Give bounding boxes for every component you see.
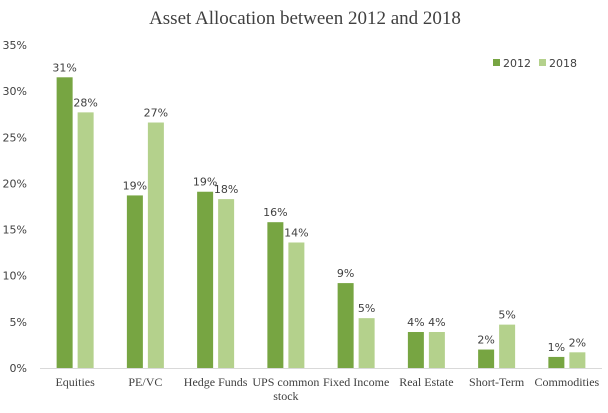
category-label: PE/VC bbox=[128, 375, 162, 389]
category-label: Equities bbox=[55, 375, 95, 389]
data-label-2012: 16% bbox=[263, 206, 287, 219]
legend: 2012 2018 bbox=[493, 57, 577, 70]
y-tick-label: 20% bbox=[3, 177, 27, 190]
y-tick-label: 35% bbox=[3, 39, 27, 52]
bar-2012 bbox=[337, 283, 354, 368]
category-label: Commodities bbox=[535, 375, 600, 389]
bar-2018 bbox=[77, 112, 94, 369]
y-tick-label: 15% bbox=[3, 224, 27, 237]
data-label-2012: 19% bbox=[193, 176, 217, 189]
legend-label-2012: 2012 bbox=[503, 57, 531, 70]
data-label-2012: 9% bbox=[337, 267, 354, 280]
category-label: Real Estate bbox=[399, 375, 453, 389]
bar-2018 bbox=[428, 332, 445, 368]
y-axis: 0% 5% 10% 15% 20% 25% 30% 35% bbox=[3, 39, 27, 375]
data-label-2018: 18% bbox=[214, 183, 238, 196]
y-tick-label: 5% bbox=[10, 316, 27, 329]
data-label-2018: 28% bbox=[73, 96, 97, 109]
bar-2018 bbox=[358, 318, 375, 368]
bar-2012 bbox=[548, 356, 565, 368]
data-label-2012: 4% bbox=[407, 316, 424, 329]
legend-swatch-2012 bbox=[493, 59, 500, 66]
data-label-2018: 2% bbox=[569, 336, 586, 349]
category-label: Hedge Funds bbox=[184, 375, 248, 389]
data-labels: 31%28%19%27%19%18%16%14%9%5%4% 4%2%5%1% 2% bbox=[52, 61, 586, 354]
bar-2012 bbox=[197, 191, 214, 368]
bars bbox=[56, 77, 586, 369]
bar-2018 bbox=[218, 199, 235, 368]
y-tick-label: 25% bbox=[3, 131, 27, 144]
chart-title: Asset Allocation between 2012 and 2018 bbox=[149, 8, 461, 29]
data-label-2018: 14% bbox=[284, 226, 308, 239]
legend-swatch-2018 bbox=[539, 59, 546, 66]
category-label: Short-Term bbox=[469, 375, 525, 389]
category-label: Fixed Income bbox=[323, 375, 389, 389]
bar-2018 bbox=[147, 122, 164, 369]
data-label-2012: 19% bbox=[123, 179, 147, 192]
bar-2018 bbox=[569, 352, 586, 368]
data-label-2018: 5% bbox=[358, 302, 375, 315]
data-label-2012: 2% bbox=[477, 334, 494, 347]
legend-label-2018: 2018 bbox=[549, 57, 577, 70]
category-label: UPS common stock bbox=[252, 375, 319, 403]
data-label-2012: 31% bbox=[52, 61, 76, 74]
bar-2012 bbox=[56, 77, 73, 369]
data-label-2018: 5% bbox=[498, 309, 515, 322]
bar-2018 bbox=[499, 324, 516, 368]
data-label-2012: 1% bbox=[548, 341, 565, 354]
y-tick-label: 30% bbox=[3, 85, 27, 98]
bar-2018 bbox=[288, 242, 305, 368]
bar-2012 bbox=[267, 222, 284, 368]
x-axis: Equities PE/VC Hedge Funds UPS common stock F… bbox=[40, 368, 602, 403]
bar-2012 bbox=[126, 195, 143, 368]
y-tick-label: 10% bbox=[3, 270, 27, 283]
y-tick-label: 0% bbox=[10, 362, 27, 375]
bar-2012 bbox=[407, 332, 424, 368]
data-label-2018: 27% bbox=[144, 107, 168, 120]
bar-2012 bbox=[478, 349, 495, 368]
data-label-2018: 4% bbox=[428, 316, 445, 329]
